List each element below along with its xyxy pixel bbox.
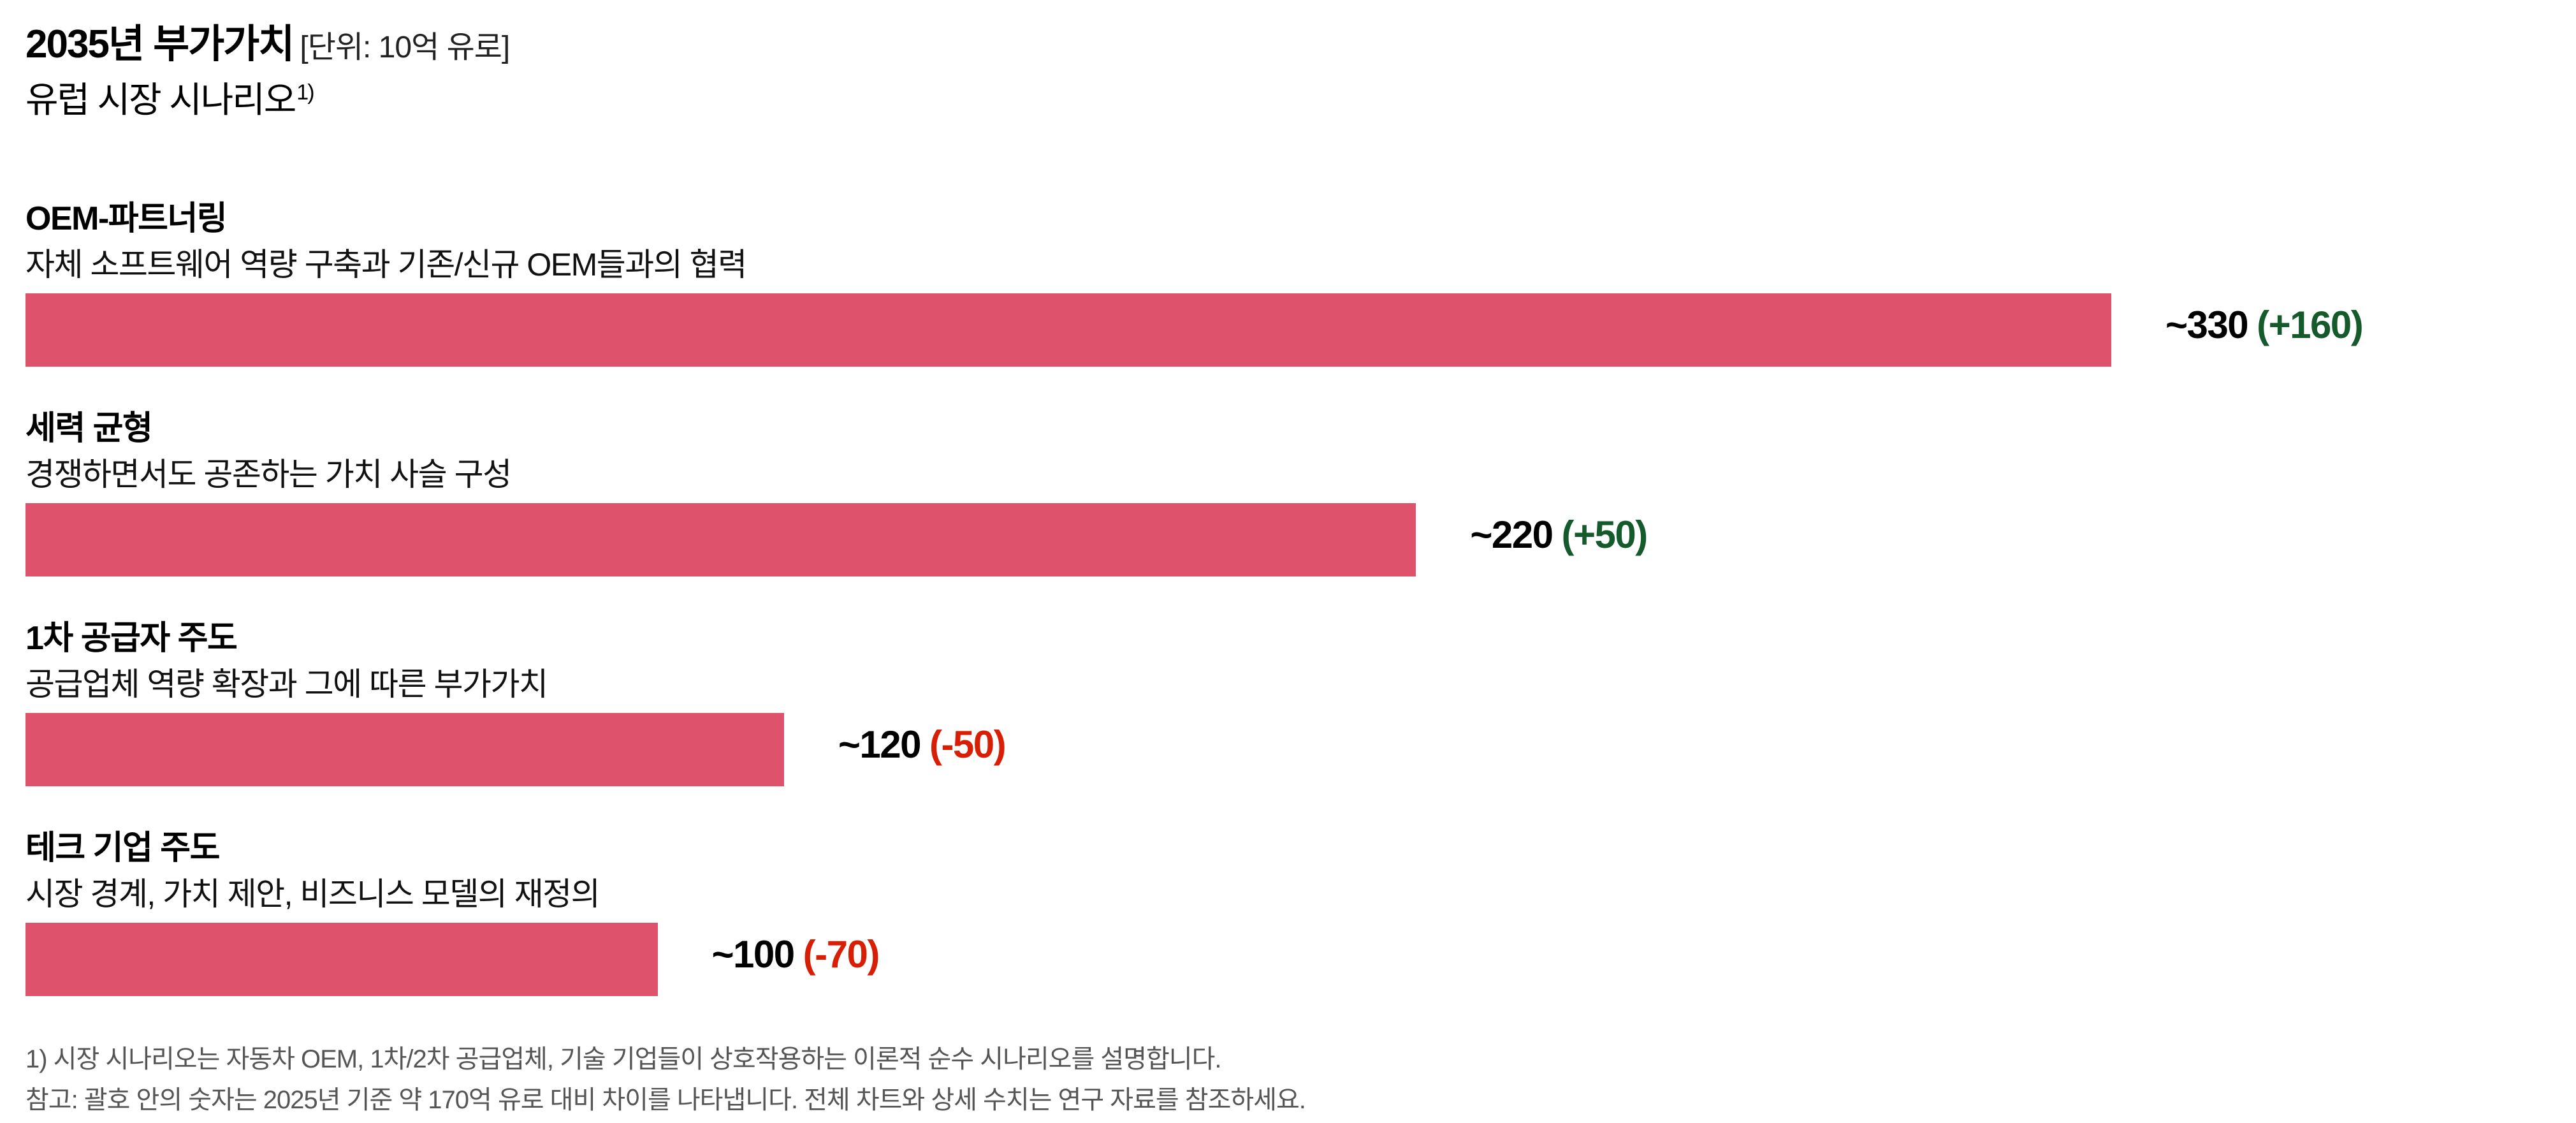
value-text: ~100 (711, 933, 796, 976)
category-description: 경쟁하면서도 공존하는 가치 사슬 구성 (25, 457, 512, 492)
bar (25, 503, 1416, 576)
change-label: (+50) (1561, 513, 1648, 556)
footnote-2: 참고: 괄호 안의 숫자는 2025년 기준 약 170억 유로 대비 차이를 … (25, 1086, 1306, 1114)
category-label: 테크 기업 주도 (25, 830, 220, 867)
unit-label: [단위: 10억 유로] (300, 31, 510, 64)
chart-subtitle-text: 유럽 시장 시나리오 (25, 80, 296, 120)
category-label: 세력 균형 (25, 410, 153, 447)
value-text: ~220 (1470, 513, 1554, 556)
value-label: ~120 (-50) (838, 723, 1007, 767)
category-description: 자체 소프트웨어 역량 구축과 기존/신규 OEM들과의 협력 (25, 247, 747, 283)
value-text: ~120 (838, 723, 922, 766)
footnote-marker: 1) (296, 80, 314, 105)
change-label: (+160) (2257, 304, 2364, 346)
category-description: 시장 경계, 가치 제안, 비즈니스 모델의 재정의 (25, 876, 600, 912)
chart-subtitle: 유럽 시장 시나리오1) (25, 71, 315, 123)
category-description: 공급업체 역량 확장과 그에 따른 부가가치 (25, 666, 548, 702)
change-label: (-70) (803, 933, 880, 976)
chart-title: 2035년 부가가치 [단위: 10억 유로] (25, 11, 510, 69)
value-label: ~220 (+50) (1470, 513, 1648, 557)
category-label: 1차 공급자 주도 (25, 620, 238, 657)
change-label: (-50) (929, 723, 1007, 766)
value-label: ~100 (-70) (711, 932, 880, 976)
category-label: OEM-파트너링 (25, 200, 228, 237)
bar (25, 293, 2111, 367)
bar (25, 923, 658, 996)
value-label: ~330 (+160) (2165, 303, 2364, 347)
value-text: ~330 (2165, 304, 2249, 346)
bar (25, 713, 784, 786)
chart-title-text: 2035년 부가가치 (25, 22, 295, 66)
footnote-1: 1) 시장 시나리오는 자동차 OEM, 1차/2차 공급업체, 기술 기업들이… (25, 1045, 1221, 1073)
